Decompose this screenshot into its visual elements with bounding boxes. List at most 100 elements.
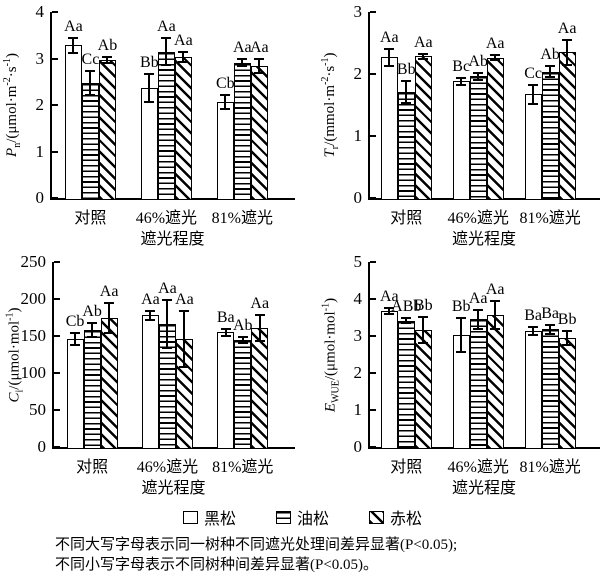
error-bar-cap-top xyxy=(528,84,539,87)
y-tick-label: 3 xyxy=(35,48,45,68)
bar xyxy=(98,59,116,200)
sig-letter: Cc xyxy=(81,51,100,69)
error-bar-line xyxy=(494,55,497,61)
y-tick-label: 3 xyxy=(353,2,363,21)
x-category-label: 46%遮光 xyxy=(136,459,199,476)
x-category-label: 81%遮光 xyxy=(519,210,581,227)
error-bar-line xyxy=(405,81,408,103)
y-axis-title: Pn/(μmol·m-2·s-1) xyxy=(2,53,23,157)
error-bar-cap-top xyxy=(162,299,173,302)
error-bar-line xyxy=(549,65,552,78)
error-bar-cap-bottom xyxy=(545,333,556,336)
y-tick-mark xyxy=(370,335,376,337)
y-tick-mark xyxy=(52,11,58,13)
error-bar-line xyxy=(460,77,463,86)
y-tick-label: 2 xyxy=(35,95,45,114)
sig-letter: Ab xyxy=(468,52,488,70)
caption-line-1: 不同大写字母表示同一树种不同遮光处理间差异显著(P<0.05); xyxy=(55,537,458,553)
bar xyxy=(217,332,235,449)
error-bar-cap-bottom xyxy=(220,335,231,337)
sig-letter: Aa xyxy=(141,290,160,308)
error-bar-cap-bottom xyxy=(237,341,248,344)
error-bar-cap-top xyxy=(562,38,573,41)
bar xyxy=(233,62,251,200)
error-bar-line xyxy=(165,38,168,65)
sig-letter: Bb xyxy=(140,53,159,71)
sig-letter: Aa xyxy=(379,28,399,46)
bar xyxy=(174,57,192,200)
y-tick-label: 2 xyxy=(353,64,363,83)
error-bar-line xyxy=(72,38,75,53)
bar xyxy=(157,51,175,200)
sig-letter: Aa xyxy=(557,19,577,37)
error-bar-cap-bottom xyxy=(179,366,190,369)
x-category-label: 81%遮光 xyxy=(212,459,274,476)
error-bar-line xyxy=(258,59,261,74)
chart-panel-tr: 0 1 2 3 Aa Bc Cc Bb Ab Ab Aa Aa Aa 对照 46%遮光 81%遮光 遮光程度 Tr… xyxy=(303,0,605,250)
bar xyxy=(234,339,252,449)
error-bar-cap-bottom xyxy=(104,332,115,335)
y-tick-mark xyxy=(54,409,60,411)
error-bar-cap-top xyxy=(473,71,484,74)
error-bar-cap-top xyxy=(85,70,96,73)
error-bar-cap-top xyxy=(237,335,248,338)
error-bar-cap-top xyxy=(68,37,79,40)
bar xyxy=(558,337,576,449)
sig-letter: Cb xyxy=(65,313,85,331)
error-bar-cap-top xyxy=(562,330,573,333)
error-bar-cap-top xyxy=(401,317,412,320)
x-category-label: 对照 xyxy=(74,210,107,227)
legend-label: 赤松 xyxy=(390,511,423,528)
error-bar-cap-top xyxy=(70,332,81,335)
x-axis-title: 遮光程度 xyxy=(451,231,516,248)
bar xyxy=(380,310,398,449)
error-bar-cap-bottom xyxy=(490,59,501,62)
y-axis xyxy=(368,12,370,200)
error-bar-line xyxy=(477,310,480,329)
bar xyxy=(397,320,415,449)
y-tick-mark xyxy=(370,135,376,137)
x-category-label: 81%遮光 xyxy=(211,210,273,227)
figure-caption: 不同大写字母表示同一树种不同遮光处理间差异显著(P<0.05); 不同小写字母表… xyxy=(55,535,457,575)
sig-letter: Aa xyxy=(249,39,269,57)
legend-item-yousong: 油松 xyxy=(275,505,329,529)
bar xyxy=(100,318,118,449)
y-tick-label: 0 xyxy=(353,437,363,456)
error-bar-line xyxy=(566,331,569,345)
chart-panel-ci: 0 50 100 150 200 250 Cb Aa Ba Ab Aa Ab Aa Aa Aa 对照 46%遮光… xyxy=(0,250,302,500)
error-bar-cap-bottom xyxy=(162,346,173,349)
sig-letter: Aa xyxy=(379,287,399,305)
error-bar-cap-top xyxy=(490,54,501,57)
error-bar-line xyxy=(149,310,152,320)
error-bar-cap-bottom xyxy=(144,100,155,103)
y-tick-label: 1 xyxy=(353,400,363,419)
error-bar-line xyxy=(549,324,552,335)
bar xyxy=(486,57,504,200)
legend-swatch-diagonal xyxy=(369,510,384,524)
x-axis-title: 遮光程度 xyxy=(451,480,516,497)
error-bar-cap-top xyxy=(254,58,265,61)
sig-letter: Aa xyxy=(174,32,193,50)
chart-panel-ewue: 0 1 2 3 4 5 Aa Bb Ba ABb Aa Ba Bb Aa Bb 对照 46%遮光 81%遮光 遮光程… xyxy=(303,250,605,500)
bar xyxy=(141,315,159,449)
error-bar-cap-top xyxy=(161,37,172,40)
error-bar-cap-bottom xyxy=(418,342,429,345)
error-bar-cap-top xyxy=(220,327,231,330)
error-bar-line xyxy=(148,73,151,102)
sig-letter: Aa xyxy=(64,18,83,36)
error-bar-cap-top xyxy=(145,309,156,312)
error-bar-line xyxy=(405,318,408,324)
error-bar-cap-top xyxy=(473,309,484,312)
error-bar-cap-bottom xyxy=(456,350,467,353)
error-bar-cap-bottom xyxy=(490,327,501,330)
error-bar-cap-top xyxy=(545,323,556,326)
y-axis-title: Ci/(μmol·mol-1) xyxy=(4,307,25,403)
bar xyxy=(251,327,269,449)
y-tick-label: 50 xyxy=(29,400,46,419)
error-bar-cap-bottom xyxy=(220,108,231,111)
error-bar-cap-top xyxy=(545,64,556,67)
error-bar-cap-bottom xyxy=(102,62,113,65)
bar xyxy=(66,338,84,449)
y-tick-label: 0 xyxy=(37,437,47,456)
